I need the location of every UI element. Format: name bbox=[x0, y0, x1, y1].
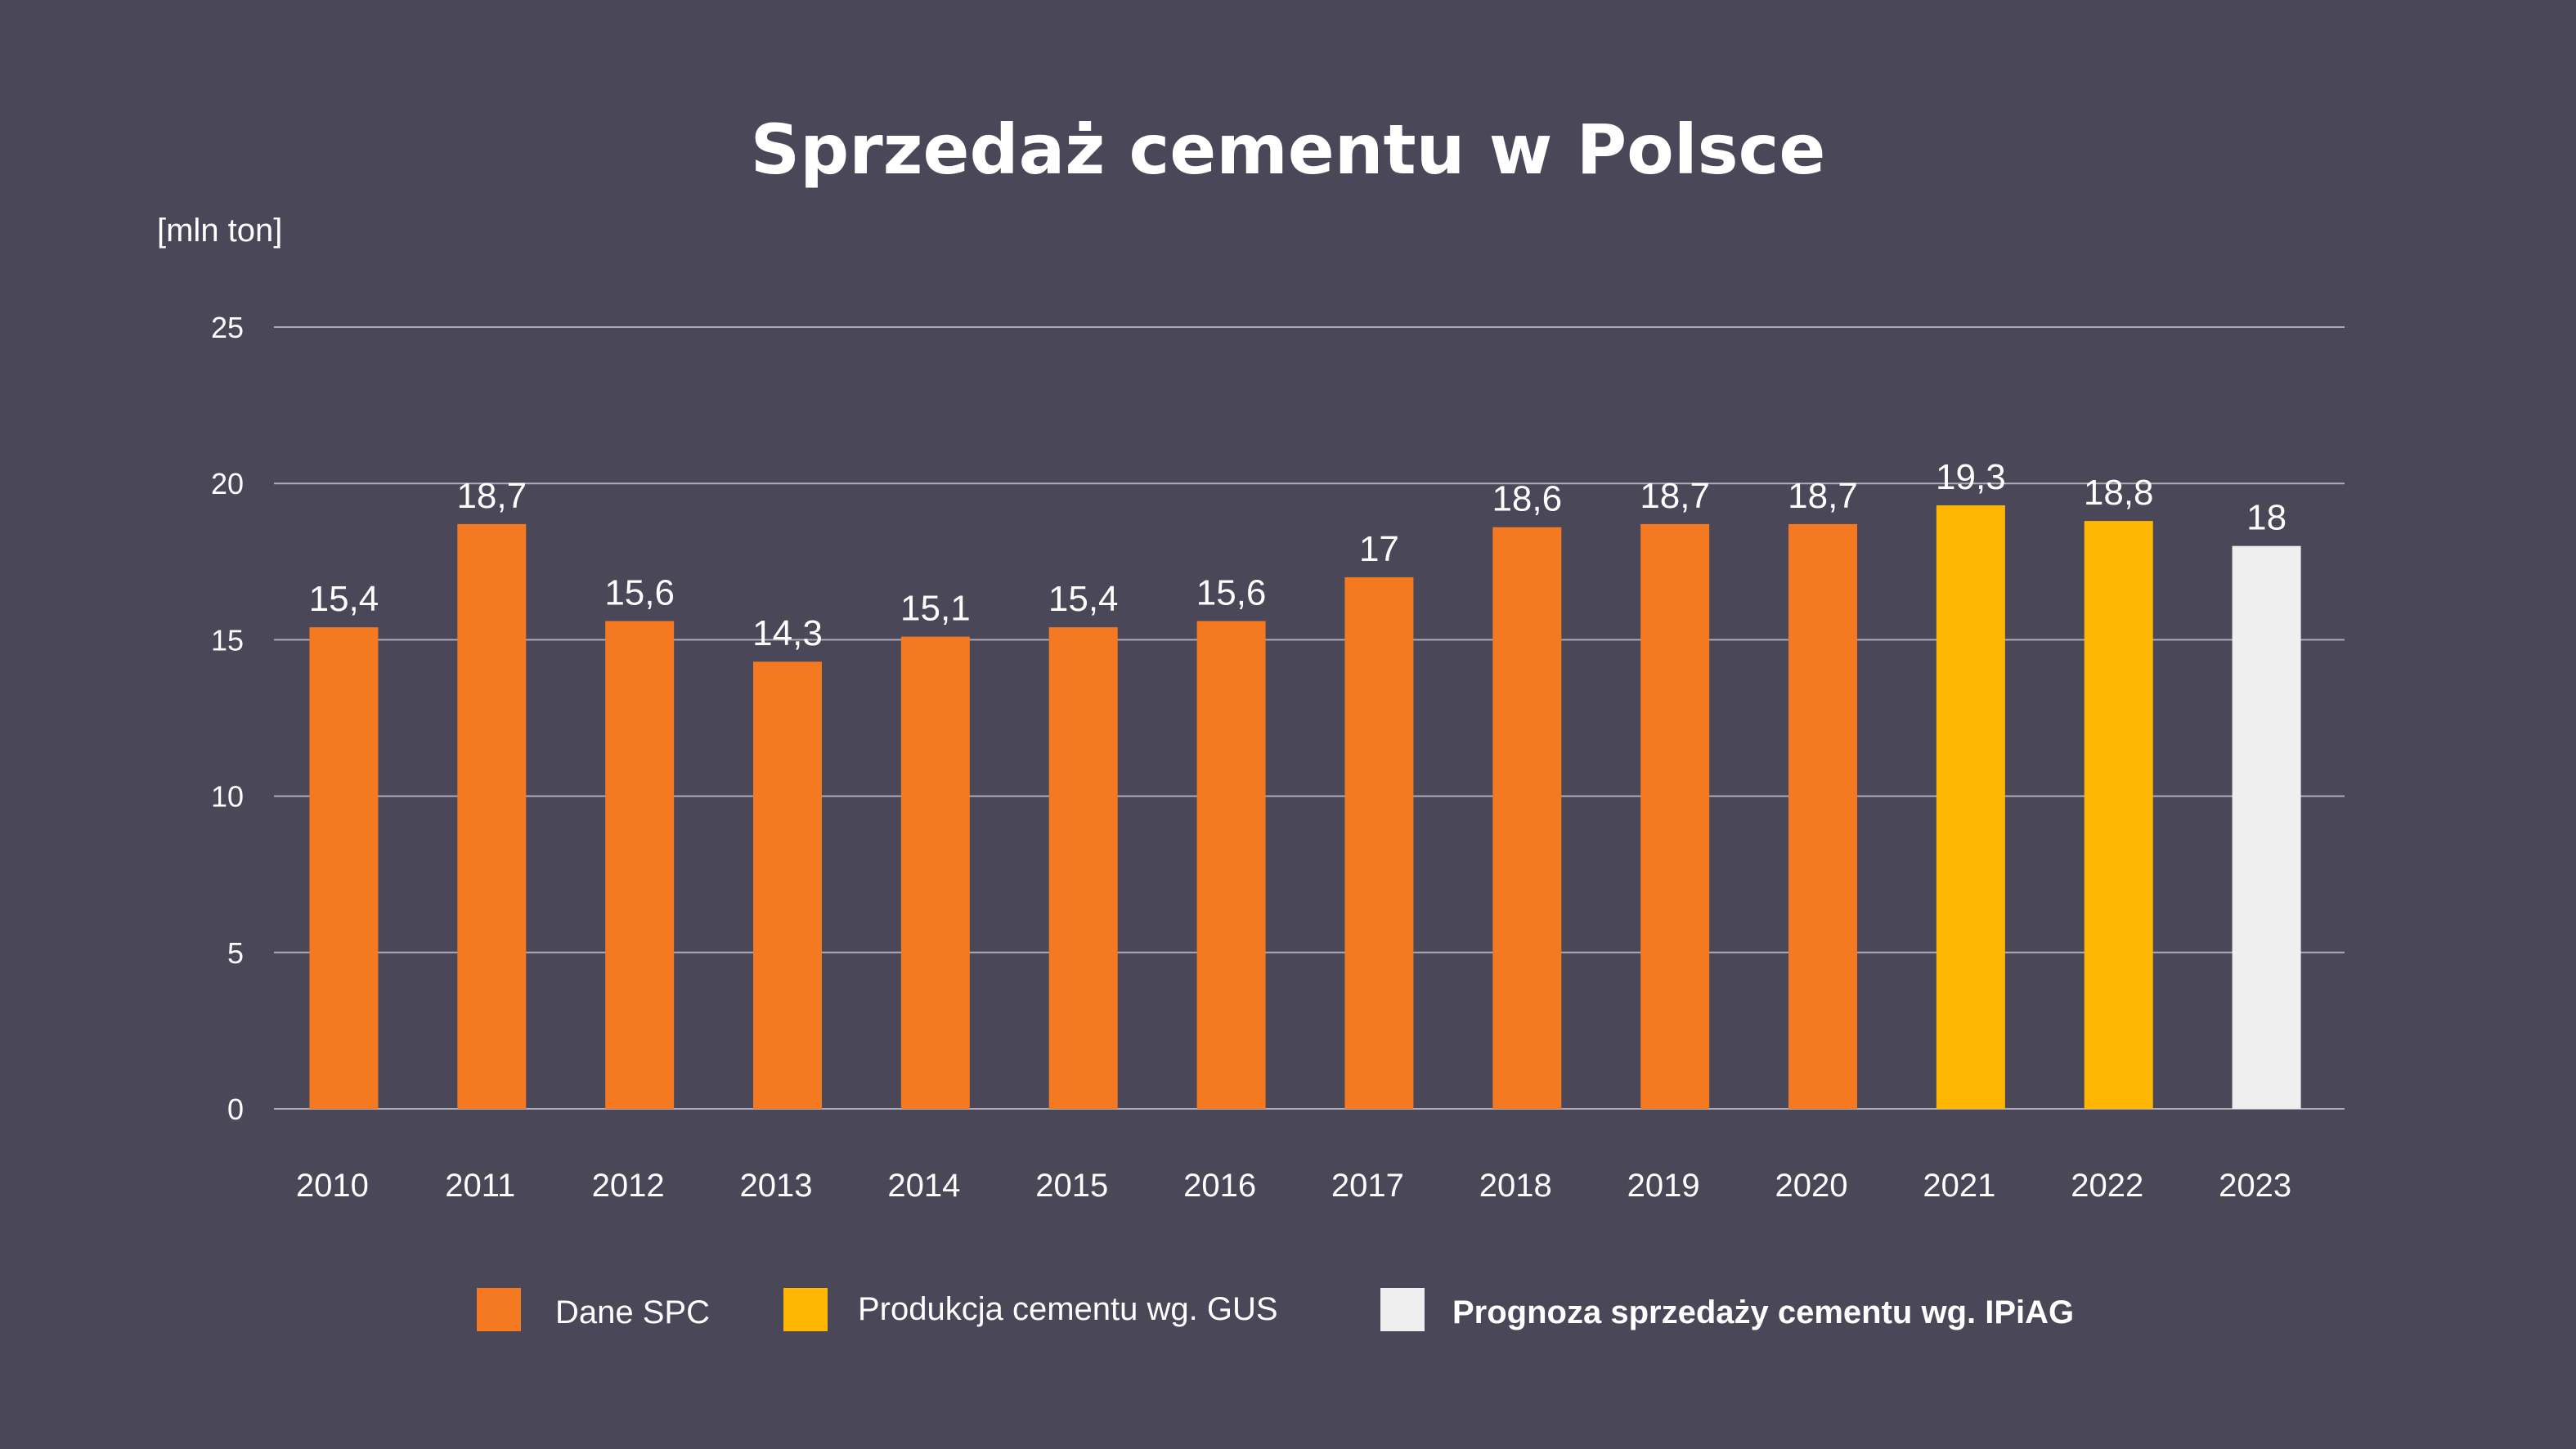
y-tick-label: 0 bbox=[227, 1092, 244, 1126]
data-label-2012: 15,6 bbox=[604, 572, 675, 612]
data-label-2011: 18,7 bbox=[456, 476, 527, 516]
data-label-2010: 15,4 bbox=[309, 579, 379, 619]
legend-label-gus: Produkcja cementu wg. GUS bbox=[858, 1291, 1278, 1327]
gridlines bbox=[274, 326, 2345, 1110]
y-tick-label: 10 bbox=[211, 780, 244, 814]
x-tick-label: 2019 bbox=[1627, 1168, 1700, 1204]
x-tick-label: 2014 bbox=[887, 1168, 960, 1204]
bar-2022 bbox=[2084, 521, 2153, 1109]
bar-2010 bbox=[309, 627, 379, 1109]
bar-2015 bbox=[1048, 627, 1118, 1109]
y-tick-label: 25 bbox=[211, 311, 244, 344]
legend: Dane SPC Produkcja cementu wg. GUS Progn… bbox=[477, 1288, 2074, 1331]
data-label-2018: 18,6 bbox=[1492, 479, 1562, 519]
x-tick-label: 2010 bbox=[296, 1168, 369, 1204]
data-label-2019: 18,7 bbox=[1640, 476, 1710, 516]
x-tick-label: 2015 bbox=[1035, 1168, 1108, 1204]
bar-2018 bbox=[1492, 527, 1562, 1109]
x-tick-label: 2022 bbox=[2071, 1168, 2143, 1204]
bars bbox=[309, 505, 2301, 1109]
bar-2011 bbox=[457, 523, 527, 1109]
y-tick-label: 5 bbox=[227, 936, 244, 970]
x-tick-label: 2013 bbox=[740, 1168, 813, 1204]
legend-swatch-ipiag bbox=[1380, 1288, 1425, 1331]
x-tick-label: 2021 bbox=[1923, 1168, 1995, 1204]
bar-2012 bbox=[605, 621, 675, 1109]
x-tick-label: 2017 bbox=[1331, 1168, 1404, 1204]
x-tick-label: 2018 bbox=[1479, 1168, 1552, 1204]
legend-swatch-dane-spc bbox=[477, 1288, 521, 1331]
x-tick-label: 2016 bbox=[1183, 1168, 1256, 1204]
bar-2020 bbox=[1788, 523, 1857, 1109]
x-tick-label: 2012 bbox=[592, 1168, 665, 1204]
bar-2014 bbox=[900, 636, 970, 1109]
y-axis-ticks: 0 5 10 15 20 25 bbox=[211, 311, 244, 1126]
data-label-2016: 15,6 bbox=[1196, 572, 1267, 612]
chart-title: Sprzedaż cementu w Polsce bbox=[751, 110, 1826, 190]
bar-2019 bbox=[1640, 523, 1710, 1109]
data-label-2020: 18,7 bbox=[1788, 476, 1858, 516]
bar-2016 bbox=[1196, 621, 1266, 1109]
bar-2013 bbox=[753, 662, 822, 1109]
data-label-2013: 14,3 bbox=[752, 613, 823, 653]
bar-2017 bbox=[1344, 576, 1414, 1109]
y-tick-label: 20 bbox=[211, 467, 244, 500]
data-label-2015: 15,4 bbox=[1048, 579, 1119, 619]
data-labels: 15,4 18,7 15,6 14,3 15,1 15,4 15,6 17 18,6 18,7 18… bbox=[309, 457, 2287, 653]
legend-swatch-gus bbox=[783, 1288, 828, 1331]
x-tick-label: 2020 bbox=[1775, 1168, 1848, 1204]
data-label-2014: 15,1 bbox=[900, 589, 971, 629]
legend-label-ipiag: Prognoza sprzedaży cementu wg. IPiAG bbox=[1452, 1294, 2074, 1330]
data-label-2022: 18,8 bbox=[2084, 473, 2154, 513]
x-tick-label: 2023 bbox=[2219, 1168, 2291, 1204]
y-axis-label: [mln ton] bbox=[157, 213, 282, 249]
x-tick-label: 2011 bbox=[445, 1168, 515, 1204]
bar-2023 bbox=[2232, 545, 2301, 1109]
y-tick-label: 15 bbox=[211, 623, 244, 657]
data-label-2021: 19,3 bbox=[1936, 457, 2006, 497]
bar-2021 bbox=[1936, 505, 2005, 1109]
data-label-2023: 18 bbox=[2246, 498, 2287, 538]
data-label-2017: 17 bbox=[1359, 529, 1399, 569]
x-axis-ticks: 2010 2011 2012 2013 2014 2015 2016 2017 2018 2019… bbox=[296, 1168, 2291, 1204]
legend-label-dane-spc: Dane SPC bbox=[555, 1294, 710, 1330]
